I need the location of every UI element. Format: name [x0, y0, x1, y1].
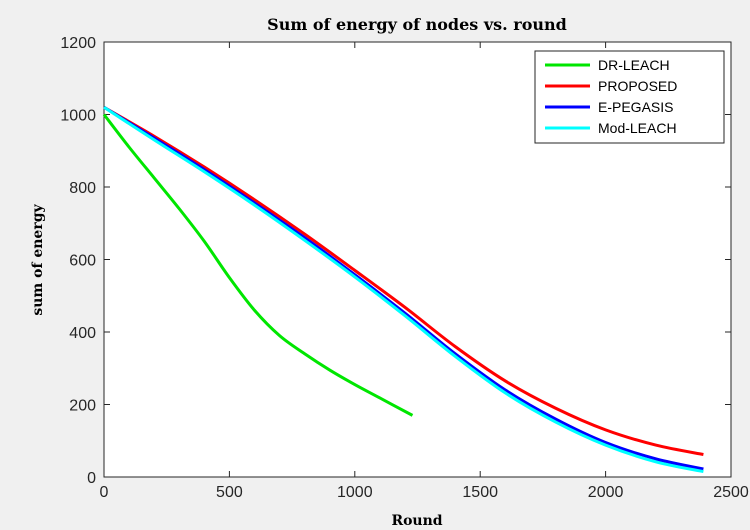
y-tick-label: 600 — [69, 253, 96, 270]
y-tick-label: 1200 — [60, 35, 96, 52]
y-tick-label: 400 — [69, 325, 96, 342]
y-tick-label: 0 — [87, 470, 96, 487]
x-tick-label: 2000 — [588, 484, 624, 501]
chart-title: Sum of energy of nodes vs. round — [267, 15, 567, 34]
y-tick-label: 800 — [69, 180, 96, 197]
y-tick-label: 200 — [69, 398, 96, 415]
x-tick-label: 500 — [216, 484, 243, 501]
legend-label: PROPOSED — [598, 78, 677, 94]
legend-label: E-PEGASIS — [598, 99, 673, 115]
x-axis: 0 500 1000 1500 2000 2500 — [100, 42, 749, 501]
series-line-proposed — [103, 105, 704, 456]
y-axis: 0 200 400 600 800 1000 1200 — [60, 35, 731, 487]
x-tick-label: 1000 — [337, 484, 373, 501]
legend-label: Mod-LEACH — [598, 120, 677, 136]
series-line-dr-leach — [102, 113, 414, 417]
x-tick-label: 0 — [100, 484, 109, 501]
series-line-e-pegasis — [103, 105, 704, 471]
x-tick-label: 2500 — [713, 484, 749, 501]
legend: DR-LEACH PROPOSED E-PEGASIS Mod-LEACH — [534, 50, 725, 144]
y-axis-label: sum of energy — [30, 204, 46, 316]
legend-label: DR-LEACH — [598, 57, 670, 73]
x-tick-label: 1500 — [462, 484, 498, 501]
x-axis-label: Round — [391, 513, 442, 529]
series-line-mod-leach — [103, 105, 704, 474]
y-tick-label: 1000 — [60, 108, 96, 125]
series-layer — [102, 105, 704, 474]
